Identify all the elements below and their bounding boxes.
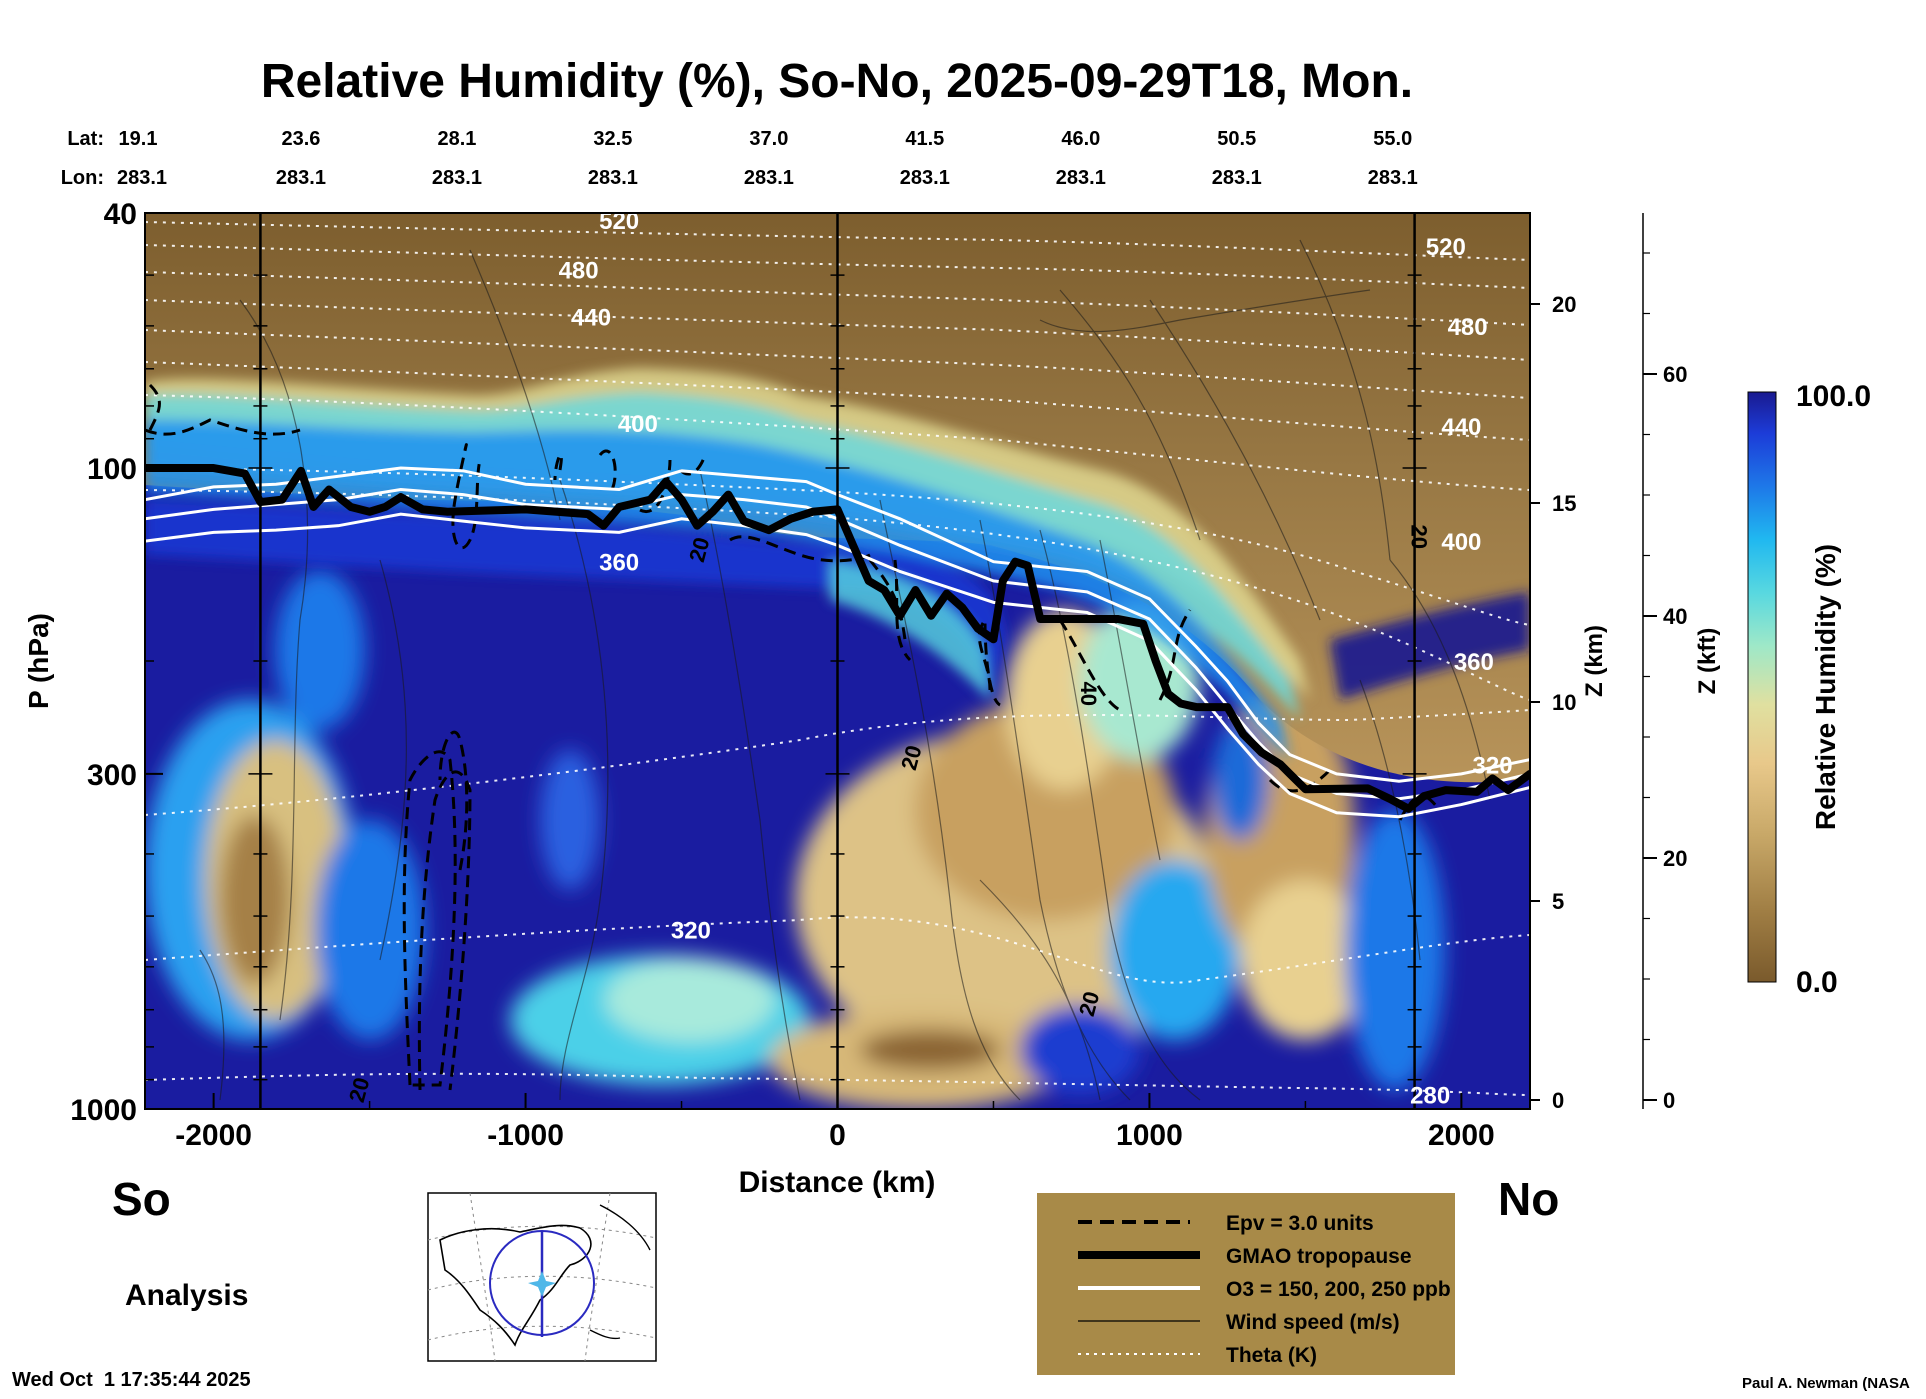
lat-value: 19.1	[119, 128, 158, 150]
legend-theta: Theta (K)	[1226, 1344, 1317, 1367]
legend: Epv = 3.0 units GMAO tropopause O3 = 150…	[1037, 1193, 1455, 1375]
lat-value: 28.1	[437, 128, 476, 150]
wind-speed-label: 40	[1076, 682, 1101, 706]
z-kft-tick-label: 60	[1663, 362, 1687, 387]
x-tick-label: 1000	[1116, 1119, 1183, 1152]
lon-value: 283.1	[117, 167, 167, 189]
south-end-label: So	[112, 1173, 171, 1225]
theta-label: 480	[1448, 314, 1488, 341]
theta-label: 440	[571, 304, 611, 331]
x-tick-label: 2000	[1428, 1119, 1495, 1152]
z-km-tick-label: 0	[1552, 1088, 1564, 1113]
legend-epv: Epv = 3.0 units	[1226, 1212, 1374, 1235]
lon-value: 283.1	[1368, 167, 1418, 189]
lon-value: 283.1	[900, 167, 950, 189]
y-tick-label: 300	[87, 759, 137, 792]
north-end-label: No	[1498, 1173, 1559, 1225]
z-km-tick-label: 15	[1552, 491, 1576, 516]
lon-value: 283.1	[432, 167, 482, 189]
colorbar-max-label: 100.0	[1796, 380, 1871, 413]
lat-value: 55.0	[1373, 128, 1412, 150]
theta-label: 400	[1441, 529, 1481, 556]
x-axis-label: Distance (km)	[739, 1166, 936, 1199]
wind-speed-label: 20	[1406, 525, 1431, 549]
lat-value: 37.0	[749, 128, 788, 150]
y-tick-label: 100	[87, 453, 137, 486]
y-axis-label: P (hPa)	[23, 613, 54, 709]
legend-tropopause: GMAO tropopause	[1226, 1245, 1412, 1268]
humidity-field: 520480440400360320520480440400360320280 …	[145, 208, 1530, 1110]
lon-label: Lon:	[61, 167, 104, 189]
z-km-tick-label: 20	[1552, 292, 1576, 317]
theta-label: 360	[599, 550, 639, 577]
timestamp: Wed Oct 1 17:35:44 2025	[12, 1369, 251, 1391]
ozone-contour	[145, 466, 1530, 783]
x-tick-label: 0	[829, 1119, 846, 1152]
ozone-contour	[145, 512, 1530, 819]
z-km-tick-label: 5	[1552, 889, 1564, 914]
lon-value: 283.1	[1212, 167, 1262, 189]
colorbar-min-label: 0.0	[1796, 966, 1838, 999]
z-kft-tick-label: 40	[1663, 604, 1687, 629]
colorbar-label: Relative Humidity (%)	[1810, 544, 1841, 830]
theta-label: 520	[1426, 234, 1466, 261]
lat-value: 41.5	[905, 128, 944, 150]
theta-label: 520	[599, 208, 639, 235]
credit: Paul A. Newman (NASA	[1742, 1375, 1910, 1392]
theta-label: 320	[671, 918, 711, 945]
theta-label: 280	[1410, 1083, 1450, 1110]
theta-label: 480	[559, 257, 599, 284]
lat-value: 32.5	[593, 128, 632, 150]
theta-label: 360	[1454, 649, 1494, 676]
x-tick-label: -1000	[487, 1119, 564, 1152]
lat-value: 50.5	[1217, 128, 1256, 150]
z-kft-axis-label: Z (kft)	[1694, 628, 1721, 695]
theta-label: 400	[618, 411, 658, 438]
y-tick-label: 1000	[70, 1094, 137, 1127]
y-tick-label: 40	[104, 198, 137, 231]
legend-ozone: O3 = 150, 200, 250 ppb	[1226, 1278, 1451, 1301]
z-kft-tick-label: 0	[1663, 1088, 1675, 1113]
z-km-tick-label: 10	[1552, 690, 1576, 715]
lon-value: 283.1	[276, 167, 326, 189]
inset-map	[427, 1192, 657, 1362]
tropopause-line	[145, 464, 1530, 813]
chart-title: Relative Humidity (%), So-No, 2025-09-29…	[261, 55, 1413, 108]
analysis-label: Analysis	[125, 1279, 248, 1312]
z-km-axis-label: Z (km)	[1581, 625, 1608, 697]
lon-value: 283.1	[744, 167, 794, 189]
theta-label: 320	[1473, 752, 1513, 779]
legend-wind: Wind speed (m/s)	[1226, 1311, 1400, 1334]
z-kft-tick-label: 20	[1663, 846, 1687, 871]
colorbar: 100.0 0.0 Relative Humidity (%)	[1747, 380, 1871, 999]
lon-value: 283.1	[1056, 167, 1106, 189]
lon-value: 283.1	[588, 167, 638, 189]
theta-label: 440	[1441, 414, 1481, 441]
lat-label: Lat:	[67, 128, 104, 150]
lat-value: 23.6	[281, 128, 320, 150]
x-tick-label: -2000	[175, 1119, 252, 1152]
lat-value: 46.0	[1061, 128, 1100, 150]
